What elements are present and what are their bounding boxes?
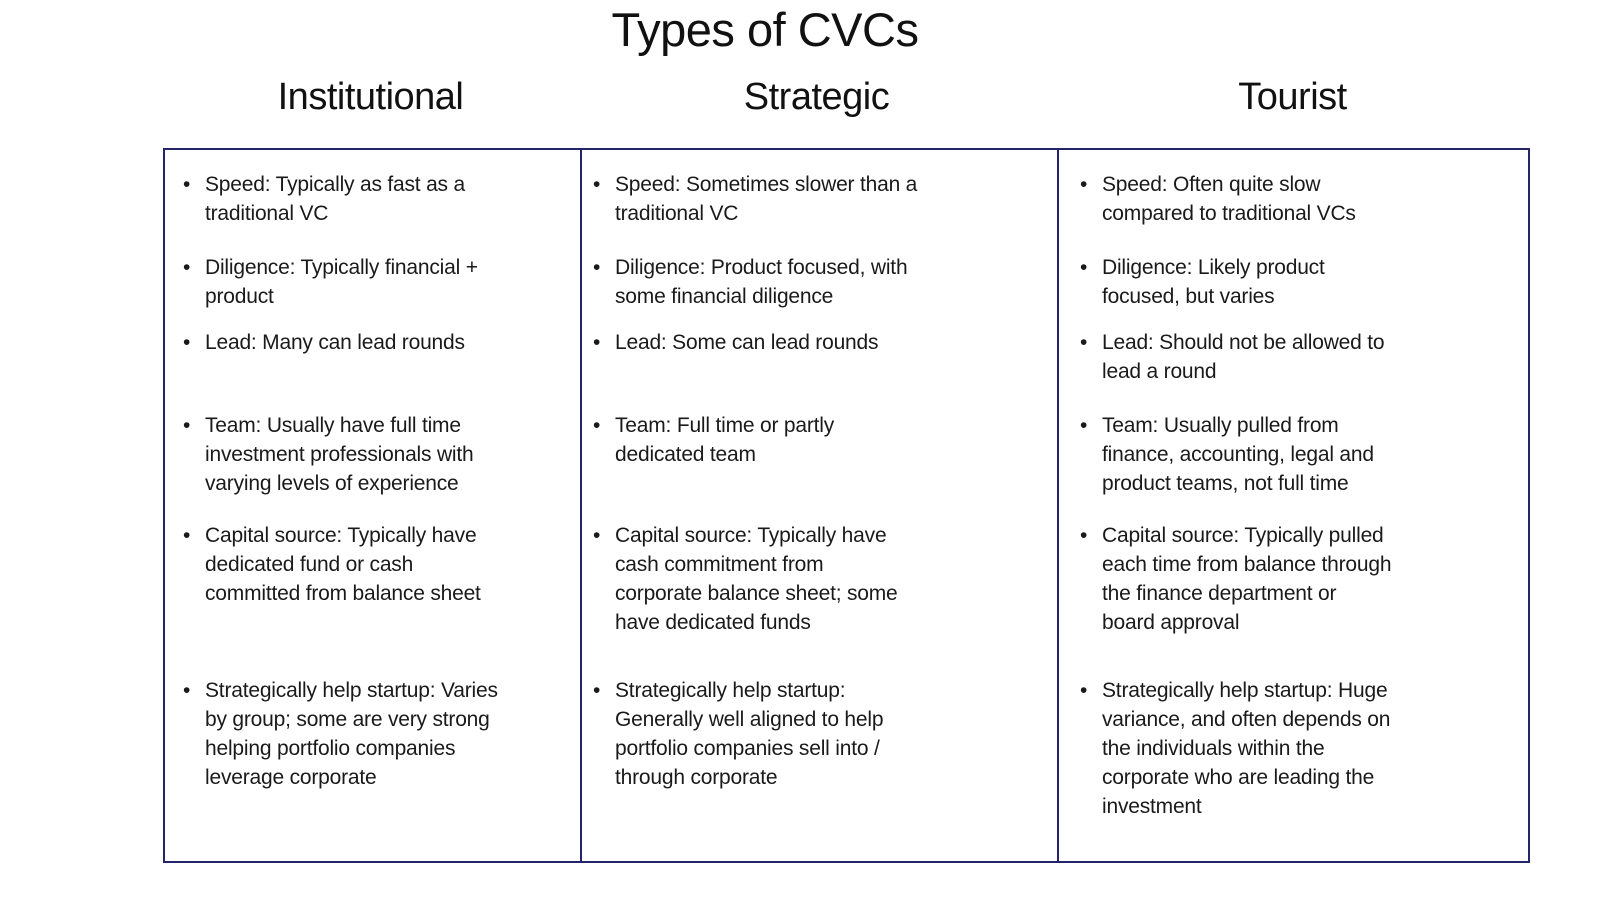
bullet-icon: • [183,524,191,547]
list-item: • Team: Usually have full time investment… [183,411,576,498]
list-item-text: Speed: Sometimes slower than a tradition… [615,173,918,225]
column-header-tourist: Tourist [1238,76,1347,118]
slide-title: Types of CVCs [611,3,919,56]
list-item-text: Capital source: Typically have dedicated… [205,524,481,605]
list-item: • Speed: Sometimes slower than a traditio… [593,170,1053,228]
list-item-text: Lead: Some can lead rounds [615,331,879,354]
comparison-table: • Speed: Typically as fast as a tradition… [163,148,1530,863]
list-item-text: Speed: Typically as fast as a traditiona… [205,173,465,225]
column-institutional: • Speed: Typically as fast as a tradition… [165,150,580,861]
list-item: • Lead: Many can lead rounds [183,328,576,357]
list-item: • Diligence: Likely product focused, but … [1080,253,1528,311]
column-headers-row: Institutional Strategic Tourist [163,76,1530,119]
bullet-icon: • [1080,414,1088,437]
list-item-text: Diligence: Product focused, with some fi… [615,256,908,308]
list-item-text: Team: Usually pulled from finance, accou… [1102,414,1374,495]
column-header-strategic: Strategic [743,76,890,118]
list-item: • Team: Full time or partly dedicated tea… [593,411,1053,469]
list-item: • Diligence: Product focused, with some f… [593,253,1053,311]
bullet-icon: • [593,173,601,196]
list-item-text: Strategically help startup: Generally we… [615,679,884,789]
list-item: • Speed: Typically as fast as a tradition… [183,170,576,228]
list-item: • Strategically help startup: Varies by g… [183,676,576,792]
list-item: • Strategically help startup: Huge varian… [1080,676,1528,821]
list-item-text: Lead: Many can lead rounds [205,331,465,354]
bullet-icon: • [593,331,601,354]
column-strategic: • Speed: Sometimes slower than a traditio… [580,150,1057,861]
bullet-icon: • [183,173,191,196]
list-item-text: Team: Usually have full time investment … [205,414,474,495]
bullet-icon: • [593,679,601,702]
list-item-text: Strategically help startup: Varies by gr… [205,679,498,789]
bullet-icon: • [593,524,601,547]
list-item: • Lead: Some can lead rounds [593,328,1053,357]
list-item-text: Diligence: Typically financial + product [205,256,478,308]
list-item: • Diligence: Typically financial + produc… [183,253,576,311]
list-item-text: Speed: Often quite slow compared to trad… [1102,173,1356,225]
list-item: • Capital source: Typically have cash com… [593,521,1053,637]
list-item: • Lead: Should not be allowed to lead a r… [1080,328,1528,386]
bullet-icon: • [593,414,601,437]
column-header-institutional: Institutional [277,76,464,118]
list-item: • Speed: Often quite slow compared to tra… [1080,170,1528,228]
list-item-text: Capital source: Typically have cash comm… [615,524,898,634]
list-item: • Strategically help startup: Generally w… [593,676,1053,792]
list-item-text: Capital source: Typically pulled each ti… [1102,524,1392,634]
list-item: • Team: Usually pulled from finance, acco… [1080,411,1528,498]
column-tourist: • Speed: Often quite slow compared to tra… [1057,150,1532,861]
bullet-icon: • [183,679,191,702]
bullet-icon: • [1080,256,1088,279]
bullet-icon: • [1080,331,1088,354]
list-item: • Capital source: Typically have dedicate… [183,521,576,608]
bullet-icon: • [183,331,191,354]
list-item-text: Strategically help startup: Huge varianc… [1102,679,1391,818]
bullet-icon: • [1080,679,1088,702]
bullet-icon: • [183,414,191,437]
bullet-icon: • [183,256,191,279]
list-item: • Capital source: Typically pulled each t… [1080,521,1528,637]
bullet-icon: • [1080,173,1088,196]
list-item-text: Diligence: Likely product focused, but v… [1102,256,1325,308]
list-item-text: Team: Full time or partly dedicated team [615,414,835,466]
bullet-icon: • [1080,524,1088,547]
bullet-icon: • [593,256,601,279]
list-item-text: Lead: Should not be allowed to lead a ro… [1102,331,1385,383]
